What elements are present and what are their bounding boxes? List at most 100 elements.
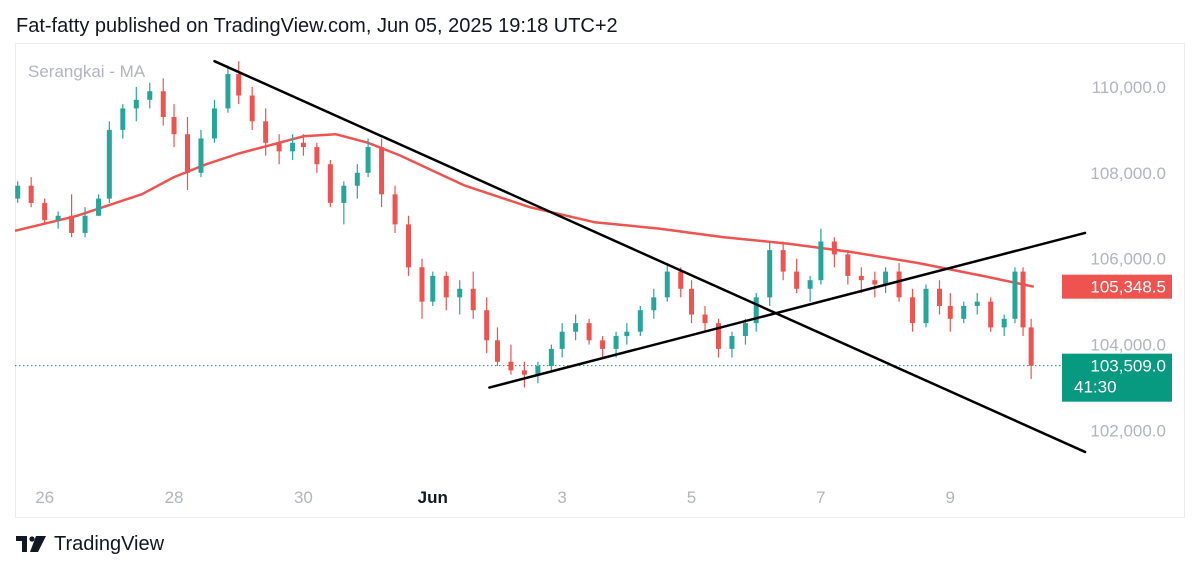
candle-body [689,288,695,315]
candle-body [1012,271,1018,319]
candle-body [55,215,61,221]
candle-body [1020,271,1026,328]
candle [651,288,657,319]
candle [818,228,824,285]
candle [689,280,695,324]
candle-body [120,108,126,130]
publish-attribution: Fat-fatty published on TradingView.com, … [16,15,618,37]
candle [198,129,204,178]
chart-frame [15,43,1185,518]
candle-body [872,280,878,285]
candle-body [794,271,800,289]
candle-body [559,331,565,349]
candle-body [535,366,541,375]
candle-body [96,198,102,216]
candle-body [69,215,75,233]
candle [211,99,217,143]
y-axis-tick-label: 102,000.0 [1090,421,1166,440]
candle [831,237,837,268]
candle-body [42,202,48,221]
candle [379,138,385,208]
candle-body [354,172,360,186]
candle-body [147,91,153,100]
candle-body [807,280,813,289]
candle [494,327,500,367]
candle [753,293,759,332]
candle [443,271,449,311]
candle-body [651,297,657,311]
candle-body [484,310,490,341]
candle [249,86,255,130]
candle [548,344,554,371]
x-axis-tick-label: Jun [418,488,448,507]
candle [392,185,398,233]
candle [780,241,786,281]
candle-body [419,267,425,302]
candle-body [742,323,748,336]
x-axis-tick-label: 28 [165,488,184,507]
candle-body [613,336,619,349]
candle-body [753,297,759,324]
candle-body [923,288,929,324]
candle [236,61,242,105]
candle-body [678,271,684,289]
x-axis-tick-label: 30 [294,488,313,507]
candle-body [494,340,500,362]
candle [974,293,980,315]
candle-body [664,271,670,298]
candle-body [263,121,269,143]
y-axis-tick-label: 108,000.0 [1090,164,1166,183]
candle [15,181,21,203]
x-axis-tick-label: 3 [557,488,566,507]
footer-logo[interactable]: TradingView [16,532,164,556]
candle-body [300,142,306,148]
candle [883,267,889,294]
last-price-tag-label: 103,509.0 [1090,357,1166,376]
candle-body [290,142,296,152]
candle [42,198,48,225]
candle [729,331,735,358]
x-axis-tick-label: 9 [946,488,955,507]
candle-body [767,250,773,298]
candle-body [818,241,824,281]
candle-body [327,164,333,203]
candle [988,297,994,332]
candle-body [185,134,190,173]
candle [484,297,490,354]
candle-body [211,108,217,139]
candle [185,117,190,190]
candle [664,263,670,302]
legend-indicator-label[interactable]: Serangkai - MA [28,62,146,81]
candle-body [160,91,166,117]
x-axis-tick-label: 26 [35,488,54,507]
candle [508,344,514,375]
candle [858,267,864,294]
candle-body [106,129,112,199]
candle [535,361,541,384]
candle-body [470,288,476,311]
candle-body [624,331,630,336]
trendline-descending[interactable] [213,59,1087,454]
candle [171,104,177,148]
candle [573,314,579,341]
candle-body [702,314,708,324]
candle-body [171,117,177,135]
candle-body [715,323,721,349]
candle-body [15,185,21,199]
ma-price-tag-label: 105,348.5 [1090,278,1166,297]
candle [1020,267,1026,336]
candle [1028,318,1034,379]
trendline-ascending[interactable] [488,231,1087,389]
moving-average-line[interactable] [14,132,1035,288]
candle [559,323,565,358]
y-axis-tick-label: 104,000.0 [1090,336,1166,355]
candle [702,305,708,332]
candle [637,305,643,336]
y-axis-tick-label: 110,000.0 [1092,78,1166,97]
candle-body [521,370,527,375]
candle [365,138,371,178]
candle [28,177,34,208]
candle [1001,314,1007,336]
candle [807,275,813,302]
